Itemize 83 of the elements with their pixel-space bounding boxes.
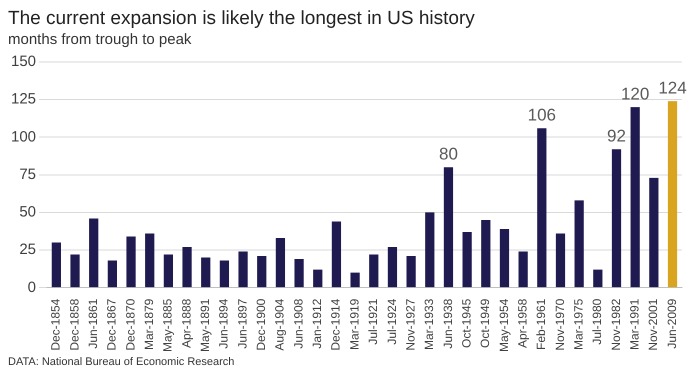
bar xyxy=(481,220,490,288)
x-tick-label: Jun-1861 xyxy=(86,298,100,349)
x-tick-label: Dec-1854 xyxy=(48,298,63,351)
y-tick-label: 0 xyxy=(28,278,36,296)
bar xyxy=(182,247,192,288)
x-tick-label: Jun-1938 xyxy=(440,298,455,349)
x-tick-label: Aug-1904 xyxy=(272,298,287,351)
x-tick-label: May-1954 xyxy=(496,298,511,352)
bar xyxy=(518,252,528,288)
x-tick-label: Dec-1870 xyxy=(123,298,138,351)
text: DATA: National Bureau of Economic Research xyxy=(8,355,236,369)
y-tick-label: 50 xyxy=(19,204,36,221)
bar xyxy=(294,259,304,288)
bar xyxy=(257,256,266,288)
bar xyxy=(350,272,360,288)
bar xyxy=(612,149,622,288)
x-tick-label: Jul-1924 xyxy=(384,298,399,345)
x-tick-label: Jun-1897 xyxy=(235,298,250,349)
bar xyxy=(70,254,80,288)
y-tick-label: 75 xyxy=(19,166,36,183)
x-tick-label: Nov-2001 xyxy=(646,298,660,351)
bar xyxy=(649,178,658,288)
x-tick-label: May-1885 xyxy=(160,298,175,352)
x-tick-label: Mar-1933 xyxy=(422,298,436,350)
bar xyxy=(425,212,434,288)
x-tick-label: Mar-1991 xyxy=(627,298,642,350)
bar xyxy=(369,254,378,288)
bar xyxy=(145,233,154,288)
y-tick-label: 125 xyxy=(10,90,36,108)
bar xyxy=(332,221,342,288)
bar xyxy=(668,101,678,288)
x-tick-label: Dec-1858 xyxy=(67,298,82,351)
bar xyxy=(593,270,602,288)
x-tick-label: Jun-1894 xyxy=(216,298,231,349)
bar xyxy=(462,232,472,288)
bar xyxy=(630,107,640,288)
chart-title: The current expansion is likely the longest in US history xyxy=(8,8,476,30)
x-tick-label: Nov-1982 xyxy=(608,298,623,351)
data-label: 92 xyxy=(607,126,626,146)
bar xyxy=(388,247,398,288)
x-tick-label: Oct-1949 xyxy=(478,298,492,348)
data-label: 106 xyxy=(528,105,556,124)
x-tick-label: Jul-1980 xyxy=(590,298,604,345)
bar xyxy=(52,242,61,288)
bar xyxy=(537,128,546,288)
x-tick-label: Apr-1888 xyxy=(179,298,194,348)
x-tick-label: Mar-1879 xyxy=(142,298,156,350)
bar xyxy=(276,238,286,288)
x-tick-label: Nov-1970 xyxy=(552,298,567,351)
x-tick-label: Mar-1975 xyxy=(571,298,586,350)
bar xyxy=(406,256,416,288)
bar xyxy=(556,233,566,288)
x-tick-label: Dec-1914 xyxy=(328,298,343,351)
bar xyxy=(164,254,174,288)
bar xyxy=(574,200,584,288)
x-tick-label: Mar-1919 xyxy=(347,298,362,350)
bar xyxy=(444,167,454,288)
bar xyxy=(500,228,510,288)
chart-subtitle: months from trough to peak xyxy=(8,30,192,50)
y-tick-label: 100 xyxy=(10,128,36,146)
bar xyxy=(89,218,98,288)
x-tick-label: Dec-1900 xyxy=(254,298,268,351)
bar xyxy=(201,258,210,288)
x-tick-label: Jun-1908 xyxy=(291,298,306,349)
x-tick-label: Feb-1961 xyxy=(534,298,548,350)
x-tick-label: Jan-1912 xyxy=(310,298,324,349)
bar xyxy=(313,270,322,288)
bar xyxy=(126,236,136,288)
y-tick-label: 150 xyxy=(10,53,36,70)
y-tick-label: 25 xyxy=(19,241,36,258)
bar xyxy=(220,260,230,288)
bar xyxy=(108,260,117,288)
x-tick-label: Jun-2009 xyxy=(664,298,679,349)
data-label: 120 xyxy=(620,84,650,104)
x-tick-label: Nov-1927 xyxy=(403,298,418,351)
x-tick-label: May-1891 xyxy=(198,298,212,352)
data-label: 124 xyxy=(658,78,687,98)
data-label: 80 xyxy=(438,144,458,164)
x-tick-label: Jul-1921 xyxy=(366,298,380,345)
x-tick-label: Dec-1867 xyxy=(104,298,119,351)
x-tick-label: Apr-1958 xyxy=(515,298,530,348)
bar xyxy=(238,252,248,288)
x-tick-label: Oct-1945 xyxy=(459,298,474,348)
